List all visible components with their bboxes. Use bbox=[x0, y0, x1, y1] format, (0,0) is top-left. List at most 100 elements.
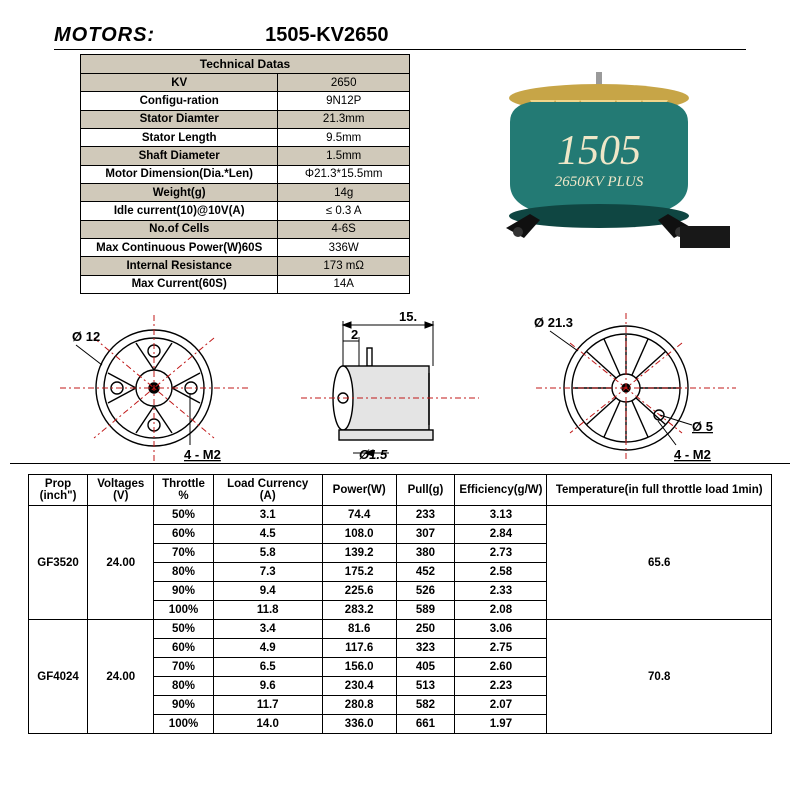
cur-cell: 4.9 bbox=[213, 639, 322, 658]
spec-val: 14A bbox=[278, 275, 410, 293]
pull-cell: 452 bbox=[396, 563, 455, 582]
spec-val: 173 mΩ bbox=[278, 257, 410, 275]
eff-cell: 3.13 bbox=[455, 506, 547, 525]
thr-cell: 100% bbox=[154, 715, 213, 734]
eff-cell: 3.06 bbox=[455, 620, 547, 639]
temp-cell: 70.8 bbox=[547, 620, 772, 734]
svg-text:15.: 15. bbox=[399, 309, 417, 324]
thr-cell: 70% bbox=[154, 658, 213, 677]
perf-header: Throttle % bbox=[154, 475, 213, 506]
pow-cell: 336.0 bbox=[322, 715, 396, 734]
eff-cell: 2.08 bbox=[455, 601, 547, 620]
spec-key: Internal Resistance bbox=[81, 257, 278, 275]
eff-cell: 2.07 bbox=[455, 696, 547, 715]
svg-text:4 - M2: 4 - M2 bbox=[184, 447, 221, 462]
motor-icon: 1505 2650KV PLUS bbox=[470, 64, 730, 294]
cur-cell: 3.1 bbox=[213, 506, 322, 525]
thr-cell: 70% bbox=[154, 544, 213, 563]
cur-cell: 7.3 bbox=[213, 563, 322, 582]
prop-cell: GF4024 bbox=[29, 620, 88, 734]
pull-cell: 513 bbox=[396, 677, 455, 696]
cur-cell: 5.8 bbox=[213, 544, 322, 563]
spec-key: Weight(g) bbox=[81, 183, 278, 201]
thr-cell: 60% bbox=[154, 639, 213, 658]
spec-key: KV bbox=[81, 74, 278, 92]
pow-cell: 283.2 bbox=[322, 601, 396, 620]
perf-header: Prop (inch") bbox=[29, 475, 88, 506]
eff-cell: 2.73 bbox=[455, 544, 547, 563]
motors-label: MOTORS: bbox=[54, 24, 155, 47]
spec-val: Φ21.3*15.5mm bbox=[278, 165, 410, 183]
pull-cell: 307 bbox=[396, 525, 455, 544]
svg-text:2650KV PLUS: 2650KV PLUS bbox=[555, 174, 644, 190]
svg-text:Ø 21.3: Ø 21.3 bbox=[534, 315, 573, 330]
pull-cell: 380 bbox=[396, 544, 455, 563]
table-row: GF402424.0050%3.481.62503.0670.8 bbox=[29, 620, 772, 639]
spec-val: 4-6S bbox=[278, 220, 410, 238]
cur-cell: 11.7 bbox=[213, 696, 322, 715]
thr-cell: 60% bbox=[154, 525, 213, 544]
perf-header: Load Currency (A) bbox=[213, 475, 322, 506]
cur-cell: 4.5 bbox=[213, 525, 322, 544]
spec-val: ≤ 0.3 A bbox=[278, 202, 410, 220]
spec-key: Configu-ration bbox=[81, 92, 278, 110]
pow-cell: 156.0 bbox=[322, 658, 396, 677]
pow-cell: 280.8 bbox=[322, 696, 396, 715]
thr-cell: 80% bbox=[154, 677, 213, 696]
perf-header: Pull(g) bbox=[396, 475, 455, 506]
thr-cell: 80% bbox=[154, 563, 213, 582]
pull-cell: 323 bbox=[396, 639, 455, 658]
pull-cell: 233 bbox=[396, 506, 455, 525]
spec-key: Shaft Diameter bbox=[81, 147, 278, 165]
pow-cell: 117.6 bbox=[322, 639, 396, 658]
pow-cell: 139.2 bbox=[322, 544, 396, 563]
thr-cell: 90% bbox=[154, 582, 213, 601]
eff-cell: 2.23 bbox=[455, 677, 547, 696]
eff-cell: 2.60 bbox=[455, 658, 547, 677]
voltage-cell: 24.00 bbox=[88, 506, 154, 620]
spec-key: Max Continuous Power(W)60S bbox=[81, 238, 278, 256]
pull-cell: 526 bbox=[396, 582, 455, 601]
spec-val: 21.3mm bbox=[278, 110, 410, 128]
pow-cell: 225.6 bbox=[322, 582, 396, 601]
header: MOTORS: 1505-KV2650 bbox=[54, 24, 746, 50]
perf-header: Power(W) bbox=[322, 475, 396, 506]
pow-cell: 175.2 bbox=[322, 563, 396, 582]
spec-val: 1.5mm bbox=[278, 147, 410, 165]
spec-key: Motor Dimension(Dia.*Len) bbox=[81, 165, 278, 183]
spec-key: Idle current(10)@10V(A) bbox=[81, 202, 278, 220]
perf-header: Efficiency(g/W) bbox=[455, 475, 547, 506]
cur-cell: 9.4 bbox=[213, 582, 322, 601]
svg-text:1505: 1505 bbox=[557, 128, 641, 174]
cur-cell: 11.8 bbox=[213, 601, 322, 620]
pull-cell: 405 bbox=[396, 658, 455, 677]
pull-cell: 582 bbox=[396, 696, 455, 715]
spec-title: Technical Datas bbox=[81, 55, 410, 74]
perf-header: Voltages (V) bbox=[88, 475, 154, 506]
diagrams-row: Ø 12 4 - M2 15. bbox=[10, 294, 790, 464]
eff-cell: 2.33 bbox=[455, 582, 547, 601]
spec-val: 9N12P bbox=[278, 92, 410, 110]
thr-cell: 50% bbox=[154, 506, 213, 525]
pow-cell: 230.4 bbox=[322, 677, 396, 696]
spec-key: Stator Length bbox=[81, 128, 278, 146]
pow-cell: 74.4 bbox=[322, 506, 396, 525]
cur-cell: 14.0 bbox=[213, 715, 322, 734]
spec-val: 14g bbox=[278, 183, 410, 201]
diagram-side-icon: 15. 2 Ø1.5 bbox=[295, 303, 485, 463]
motors-model: 1505-KV2650 bbox=[265, 24, 388, 47]
pow-cell: 108.0 bbox=[322, 525, 396, 544]
pull-cell: 661 bbox=[396, 715, 455, 734]
eff-cell: 2.58 bbox=[455, 563, 547, 582]
pull-cell: 589 bbox=[396, 601, 455, 620]
temp-cell: 65.6 bbox=[547, 506, 772, 620]
svg-text:4 - M2: 4 - M2 bbox=[674, 447, 711, 462]
eff-cell: 2.75 bbox=[455, 639, 547, 658]
diagram-base-icon: Ø 12 4 - M2 bbox=[54, 303, 254, 463]
spec-key: No.of Cells bbox=[81, 220, 278, 238]
svg-text:Ø1.5: Ø1.5 bbox=[359, 447, 388, 462]
spec-val: 336W bbox=[278, 238, 410, 256]
cur-cell: 3.4 bbox=[213, 620, 322, 639]
voltage-cell: 24.00 bbox=[88, 620, 154, 734]
spec-table: Technical Datas KV2650Configu-ration9N12… bbox=[80, 54, 410, 294]
